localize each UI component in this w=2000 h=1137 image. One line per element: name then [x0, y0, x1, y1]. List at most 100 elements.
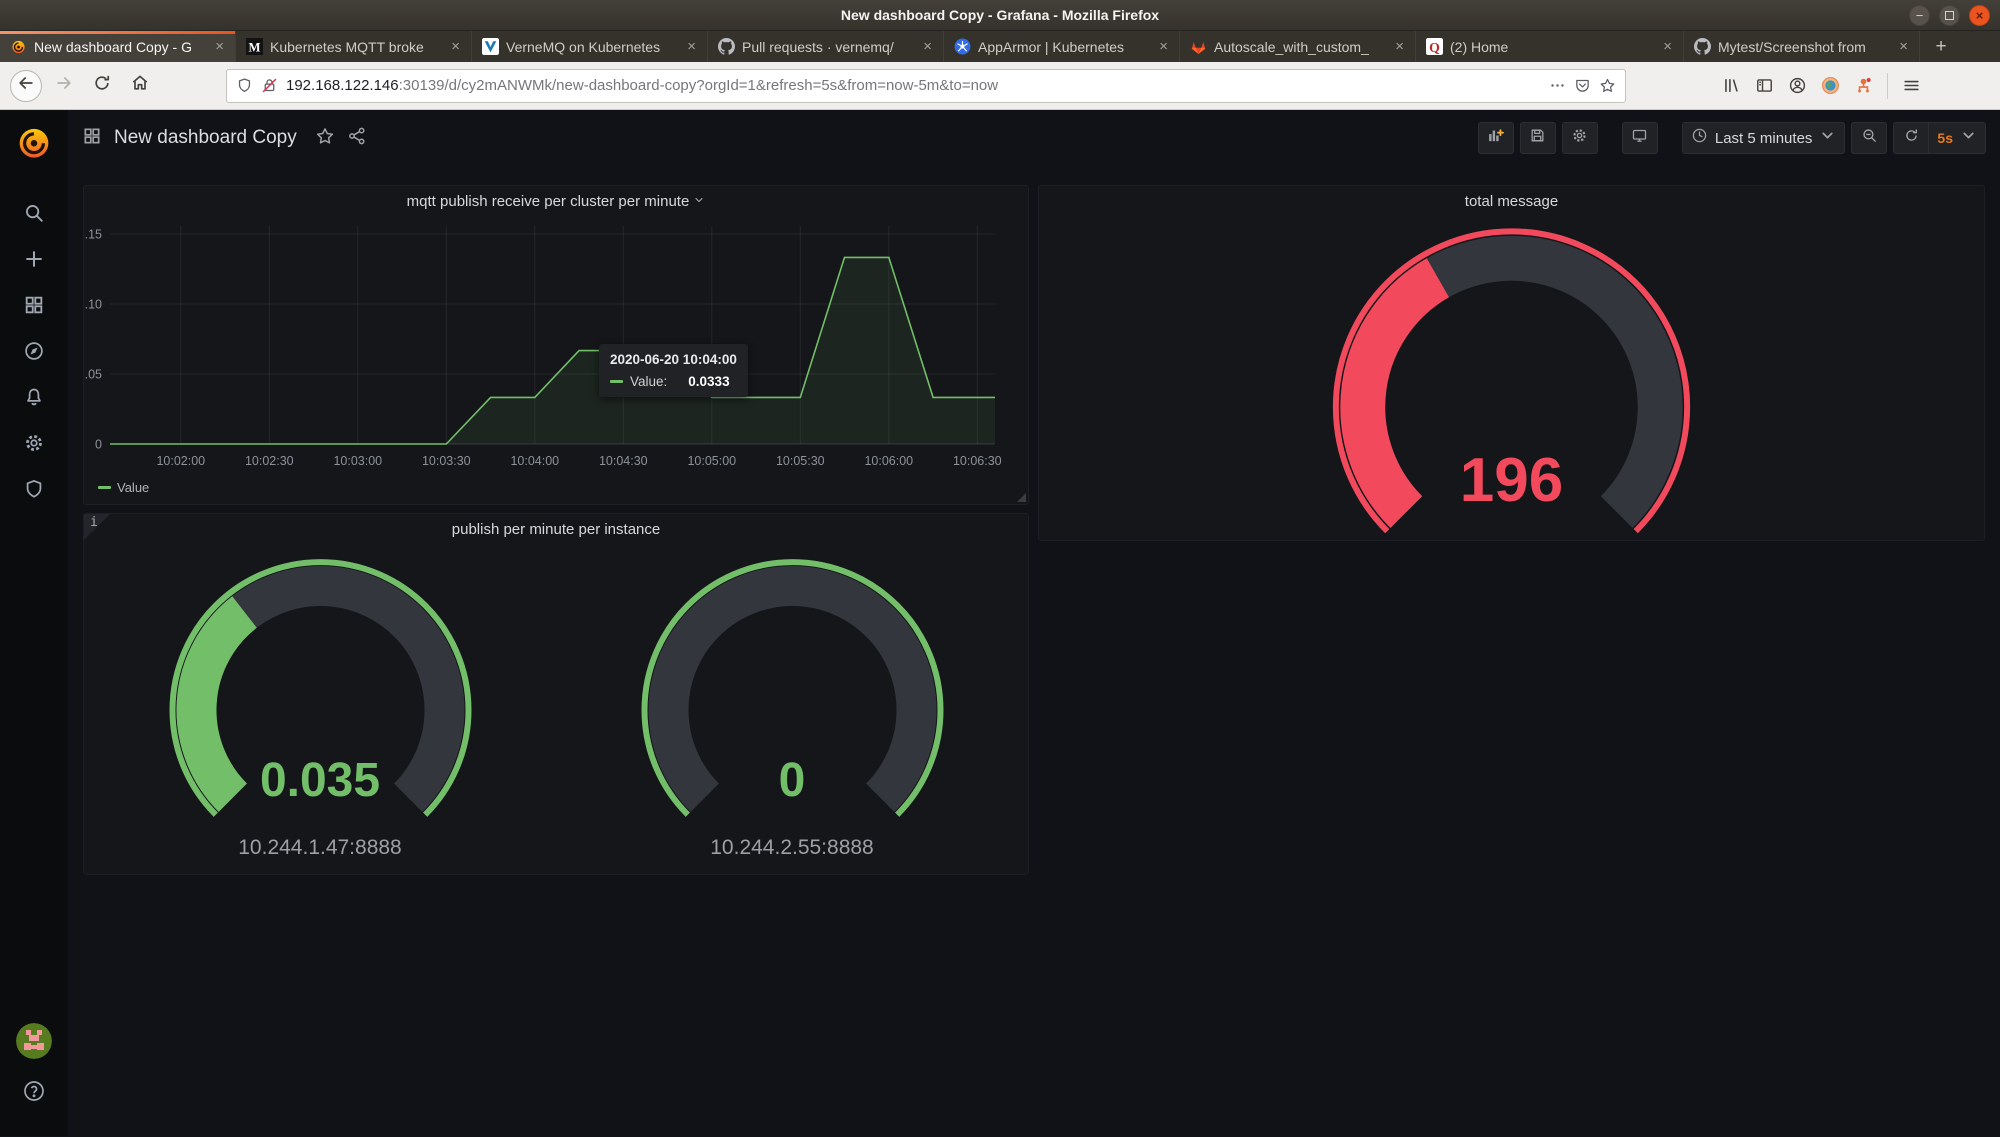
dashboard-grid-icon	[82, 126, 102, 151]
close-button[interactable]: ×	[1969, 5, 1990, 26]
forward-icon	[54, 73, 74, 98]
tab-title: Mytest/Screenshot from	[1718, 38, 1866, 55]
globe-extension-icon[interactable]	[1821, 76, 1840, 95]
panel-info-corner[interactable]	[84, 514, 110, 540]
gear-icon	[23, 432, 45, 459]
account-icon[interactable]	[1788, 76, 1807, 95]
gauge-value: 0.035	[259, 754, 381, 807]
minimize-button[interactable]: −	[1909, 5, 1930, 26]
tab-close-icon[interactable]: ×	[451, 38, 460, 55]
chevron-down-icon	[693, 193, 705, 210]
tab-close-icon[interactable]: ×	[1159, 38, 1168, 55]
user-avatar[interactable]	[16, 1023, 52, 1059]
panel-header[interactable]: publish per minute per instance	[84, 514, 1028, 544]
sidebar-item-configuration[interactable]	[12, 422, 56, 468]
browser-tab-6[interactable]: Autoscale_with_custom_ ×	[1180, 31, 1416, 62]
dashboard-title[interactable]: New dashboard Copy	[114, 127, 297, 148]
dashboard-settings-button[interactable]	[1561, 122, 1598, 154]
grafana-logo[interactable]	[14, 122, 54, 162]
refresh-button[interactable]	[1893, 122, 1930, 154]
svg-text:10:05:30: 10:05:30	[776, 454, 825, 468]
medium-favicon: M	[246, 38, 263, 55]
window-title: New dashboard Copy - Grafana - Mozilla F…	[840, 7, 1160, 23]
url-path: :30139/d/cy2mANWMk/new-dashboard-copy?or…	[398, 77, 999, 94]
add-panel-icon	[1487, 127, 1505, 149]
insecure-lock-icon[interactable]	[261, 77, 278, 94]
time-range-picker[interactable]: Last 5 minutes	[1681, 122, 1846, 154]
panel-header[interactable]: mqtt publish receive per cluster per min…	[84, 186, 1028, 216]
panel-header[interactable]: total message	[1039, 186, 1984, 216]
chart-legend[interactable]: Value	[98, 480, 149, 495]
legend-label[interactable]: Value	[117, 480, 150, 495]
library-icon[interactable]	[1722, 76, 1741, 95]
dashboard-title-group: New dashboard Copy	[82, 126, 367, 151]
tracking-shield-icon[interactable]	[236, 77, 253, 94]
svg-text:10:02:00: 10:02:00	[156, 454, 205, 468]
sidebar-item-explore[interactable]	[12, 330, 56, 376]
toolbar-right	[1722, 72, 1921, 99]
browser-tab-8[interactable]: Mytest/Screenshot from ×	[1684, 31, 1920, 62]
maximize-button[interactable]	[1939, 5, 1960, 26]
new-tab-button[interactable]: +	[1935, 35, 1947, 57]
page-actions-icon[interactable]	[1549, 77, 1566, 94]
panel-title-text: publish per minute per instance	[451, 520, 661, 538]
favorite-star-icon[interactable]	[315, 126, 335, 151]
plus-icon	[23, 248, 45, 275]
network-extension-icon[interactable]	[1854, 76, 1873, 95]
dashboard-toolbar: Last 5 minutes 5s	[1477, 122, 1986, 154]
tab-close-icon[interactable]: ×	[215, 38, 224, 55]
browser-tab-3[interactable]: VerneMQ on Kubernetes ×	[472, 31, 708, 62]
home-icon	[130, 73, 150, 98]
time-series-chart[interactable]: 10:02:00 10:02:30 10:03:00 10:03:30 10:04:00…	[84, 214, 1030, 480]
panel-resize-handle[interactable]	[1017, 493, 1026, 502]
github-favicon	[718, 38, 735, 55]
pocket-icon[interactable]	[1574, 77, 1591, 94]
menu-hamburger-icon[interactable]	[1902, 76, 1921, 95]
svg-text:10:02:30: 10:02:30	[245, 454, 294, 468]
browser-tab-5[interactable]: AppArmor | Kubernetes ×	[944, 31, 1180, 62]
tab-close-icon[interactable]: ×	[1663, 38, 1672, 55]
help-button[interactable]	[22, 1079, 46, 1108]
sidebar-item-alerting[interactable]	[12, 376, 56, 422]
refresh-group: 5s	[1893, 122, 1986, 154]
sidebar-item-create[interactable]	[12, 238, 56, 284]
bookmark-star-icon[interactable]	[1599, 77, 1616, 94]
browser-tab-7[interactable]: Q (2) Home ×	[1416, 31, 1684, 62]
share-icon[interactable]	[347, 126, 367, 151]
sidebar-item-search[interactable]	[12, 192, 56, 238]
url-bar[interactable]: 192.168.122.146:30139/d/cy2mANWMk/new-da…	[226, 68, 1626, 103]
total-message-gauge	[1332, 228, 1691, 534]
shield-icon	[23, 478, 45, 505]
save-dashboard-button[interactable]	[1519, 122, 1556, 154]
url-text[interactable]: 192.168.122.146:30139/d/cy2mANWMk/new-da…	[286, 77, 1541, 94]
sidebar-item-server-admin[interactable]	[12, 468, 56, 514]
browser-tab-1[interactable]: New dashboard Copy - G ×	[0, 31, 236, 62]
refresh-interval-picker[interactable]: 5s	[1929, 122, 1986, 154]
tab-title: New dashboard Copy - G	[34, 38, 192, 55]
tab-close-icon[interactable]: ×	[1395, 38, 1404, 55]
grafana-sidebar	[0, 110, 68, 1136]
browser-tab-2[interactable]: M Kubernetes MQTT broke ×	[236, 31, 472, 62]
home-button[interactable]	[124, 70, 156, 102]
clock-icon	[1691, 127, 1708, 149]
add-panel-button[interactable]	[1477, 122, 1514, 154]
reload-button[interactable]	[86, 70, 118, 102]
sidebar-toggle-icon[interactable]	[1755, 76, 1774, 95]
tab-title: Kubernetes MQTT broke	[270, 38, 424, 55]
github-favicon	[1694, 38, 1711, 55]
sidebar-item-dashboards[interactable]	[12, 284, 56, 330]
svg-text:0.10: 0.10	[84, 298, 102, 312]
back-button[interactable]	[10, 69, 42, 102]
tab-close-icon[interactable]: ×	[1899, 38, 1908, 55]
forward-button[interactable]	[48, 70, 80, 102]
tab-close-icon[interactable]: ×	[687, 38, 696, 55]
browser-toolbar: 192.168.122.146:30139/d/cy2mANWMk/new-da…	[0, 62, 2000, 110]
zoom-out-button[interactable]	[1851, 122, 1888, 154]
cycle-view-button[interactable]	[1621, 122, 1658, 154]
gauge-cell: 0 10.244.2.55:8888	[556, 544, 1028, 874]
tab-close-icon[interactable]: ×	[923, 38, 932, 55]
svg-text:10:04:00: 10:04:00	[510, 454, 559, 468]
grafana-favicon	[10, 38, 27, 55]
browser-tab-4[interactable]: Pull requests · vernemq/ ×	[708, 31, 944, 62]
vernemq-favicon	[482, 38, 499, 55]
